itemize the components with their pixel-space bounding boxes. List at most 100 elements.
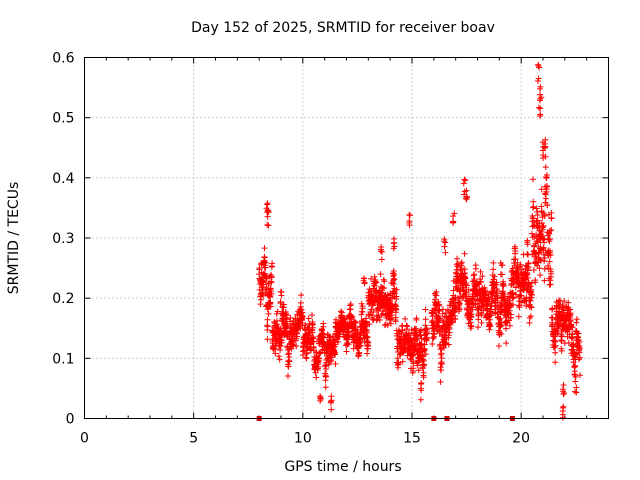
data-point bbox=[442, 249, 449, 256]
data-point bbox=[477, 268, 484, 275]
data-point bbox=[293, 343, 300, 350]
data-point bbox=[451, 210, 458, 217]
data-point bbox=[422, 316, 429, 323]
data-point bbox=[500, 282, 507, 289]
data-point bbox=[424, 334, 431, 341]
data-point bbox=[477, 278, 484, 285]
data-point bbox=[322, 373, 329, 380]
data-point bbox=[546, 258, 553, 265]
data-point bbox=[540, 222, 547, 229]
grid-lines bbox=[84, 57, 609, 419]
data-point bbox=[422, 322, 429, 329]
data-point bbox=[445, 341, 452, 348]
data-point bbox=[456, 300, 463, 307]
data-point bbox=[310, 338, 317, 345]
data-point bbox=[392, 302, 399, 309]
data-point bbox=[539, 139, 546, 146]
data-point bbox=[468, 311, 475, 318]
data-point bbox=[536, 85, 543, 92]
data-point bbox=[378, 289, 385, 296]
data-point bbox=[320, 323, 327, 330]
data-point bbox=[409, 352, 416, 359]
data-point bbox=[569, 324, 576, 331]
data-point bbox=[546, 227, 553, 234]
y-tick-label: 0.3 bbox=[52, 231, 74, 247]
data-point bbox=[446, 326, 453, 333]
data-point bbox=[450, 219, 457, 226]
data-point bbox=[506, 307, 513, 314]
data-point bbox=[348, 312, 355, 319]
data-point bbox=[277, 298, 284, 305]
data-point bbox=[300, 352, 307, 359]
data-point bbox=[572, 378, 579, 385]
data-point bbox=[260, 292, 267, 299]
data-point bbox=[448, 318, 455, 325]
data-point bbox=[268, 274, 275, 281]
data-point bbox=[322, 384, 329, 391]
data-point bbox=[392, 314, 399, 321]
x-axis-label: GPS time / hours bbox=[284, 459, 401, 475]
data-point bbox=[420, 356, 427, 363]
data-point bbox=[421, 341, 428, 348]
data-point bbox=[499, 262, 506, 269]
data-point bbox=[458, 259, 465, 266]
data-point bbox=[576, 338, 583, 345]
data-point bbox=[545, 236, 552, 243]
data-point bbox=[482, 287, 489, 294]
data-point bbox=[533, 205, 540, 212]
data-point bbox=[541, 254, 548, 261]
data-point bbox=[529, 291, 536, 298]
y-tick-label: 0.6 bbox=[52, 51, 74, 67]
data-point bbox=[257, 301, 264, 308]
data-point bbox=[414, 362, 421, 369]
data-point bbox=[491, 273, 498, 280]
data-point bbox=[417, 396, 424, 403]
y-axis-label: SRMTID / TECUs bbox=[6, 182, 22, 295]
data-point bbox=[463, 187, 470, 194]
data-point bbox=[542, 195, 549, 202]
data-point bbox=[263, 275, 270, 282]
data-point bbox=[525, 259, 532, 266]
data-point bbox=[264, 201, 271, 208]
data-point bbox=[343, 348, 350, 355]
data-point bbox=[513, 291, 520, 298]
data-point bbox=[459, 295, 466, 302]
data-point bbox=[506, 300, 513, 307]
data-point bbox=[527, 297, 534, 304]
data-point bbox=[328, 406, 335, 413]
data-point bbox=[558, 347, 565, 354]
data-point bbox=[268, 290, 275, 297]
data-point bbox=[541, 265, 548, 272]
data-point bbox=[265, 280, 272, 287]
data-point bbox=[529, 230, 536, 237]
data-point bbox=[573, 316, 580, 323]
data-point bbox=[418, 387, 425, 394]
data-point bbox=[261, 254, 268, 261]
data-point bbox=[436, 315, 443, 322]
data-point bbox=[452, 316, 459, 323]
data-point bbox=[576, 354, 583, 361]
data-point bbox=[332, 341, 339, 348]
data-point bbox=[298, 292, 305, 299]
data-point bbox=[316, 350, 323, 357]
data-point bbox=[510, 294, 517, 301]
data-point bbox=[441, 236, 448, 243]
data-point bbox=[422, 351, 429, 358]
data-point bbox=[421, 361, 428, 368]
data-point bbox=[363, 315, 370, 322]
data-point bbox=[373, 279, 380, 286]
data-point bbox=[286, 358, 293, 365]
data-point bbox=[368, 275, 375, 282]
data-point bbox=[264, 323, 271, 330]
data-point bbox=[454, 255, 461, 262]
data-point bbox=[467, 319, 474, 326]
data-point bbox=[357, 342, 364, 349]
data-point bbox=[576, 344, 583, 351]
data-point bbox=[450, 287, 457, 294]
data-point bbox=[518, 299, 525, 306]
data-point bbox=[547, 252, 554, 259]
data-point bbox=[404, 323, 411, 330]
data-point bbox=[391, 276, 398, 283]
data-point bbox=[543, 172, 550, 178]
data-point bbox=[523, 302, 530, 309]
